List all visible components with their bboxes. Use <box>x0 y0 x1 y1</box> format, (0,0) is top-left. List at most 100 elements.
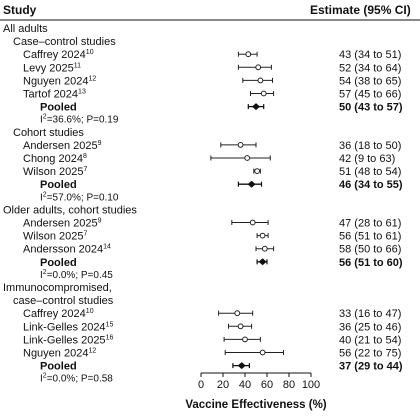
p-value-prefix: ; P= <box>75 270 93 281</box>
study-name: Nguyen 2024 <box>23 75 88 87</box>
i-squared-value: 57.0% <box>53 192 81 203</box>
estimate-text: 40 (21 to 54) <box>339 334 401 346</box>
i-squared-exponent: 2 <box>43 191 47 198</box>
study-label: Chong 20248 <box>23 153 87 165</box>
group-title: Older adults, cohort studies <box>3 204 137 216</box>
group-title-line2: case–control studies <box>13 295 114 307</box>
study-name: Andersen 2025 <box>23 140 98 152</box>
study-label: Caffrey 202410 <box>23 49 94 61</box>
point-estimate <box>249 219 256 226</box>
p-value-prefix: ; P= <box>81 192 99 203</box>
study-label: Wilson 20257 <box>23 166 88 178</box>
study-reference: 11 <box>74 62 81 69</box>
x-tick-label: 60 <box>261 379 273 391</box>
point-estimate <box>245 51 252 58</box>
study-label: Andersen 20259 <box>23 218 102 230</box>
p-value: 0.45 <box>93 270 113 281</box>
pooled-label: Pooled <box>40 179 77 191</box>
estimate-text: 33 (16 to 47) <box>339 308 401 320</box>
study-label: Andersen 20259 <box>23 140 102 152</box>
x-tick-label: 0 <box>198 379 204 391</box>
study-reference: 7 <box>84 231 88 238</box>
subgroup-title: Cohort studies <box>13 127 84 139</box>
point-estimate <box>261 245 268 252</box>
estimate-text: 56 (22 to 75) <box>339 348 401 360</box>
study-label: Link-Gelles 202516 <box>23 334 113 346</box>
group-title: Immunocompromised, <box>3 282 112 294</box>
i-squared-symbol: I <box>40 115 43 126</box>
i-squared-equals: = <box>47 192 53 203</box>
study-name: Andersen 2025 <box>23 218 98 230</box>
point-estimate <box>260 90 267 97</box>
subgroup-title: Case–control studies <box>13 36 116 48</box>
study-name: Wilson 2025 <box>23 166 84 178</box>
study-name: Nguyen 2024 <box>23 348 88 360</box>
estimate-text: 54 (38 to 65) <box>339 75 401 87</box>
i-squared-exponent: 2 <box>43 269 47 276</box>
study-label: Tartof 202413 <box>23 89 86 101</box>
heterogeneity-stat: I2=0.0%; P=0.45 <box>40 269 113 281</box>
study-name: Link-Gelles 2025 <box>23 334 106 346</box>
estimate-text: 58 (50 to 66) <box>339 244 401 256</box>
estimate-text: 52 (34 to 64) <box>339 62 401 74</box>
point-estimate <box>257 77 264 84</box>
pooled-diamond <box>252 103 260 111</box>
i-squared-value: 0.0% <box>53 270 76 281</box>
study-reference: 12 <box>88 75 96 82</box>
estimate-text: 47 (28 to 61) <box>339 218 401 230</box>
study-label: Nguyen 202412 <box>23 348 96 360</box>
estimate-text: 57 (45 to 66) <box>339 89 401 101</box>
x-axis: 0 20 40 60 80 100 <box>198 372 320 391</box>
pooled-diamond <box>237 362 246 370</box>
study-name: Caffrey 2024 <box>23 308 86 320</box>
study-column-header: Study <box>3 3 37 17</box>
pooled-label: Pooled <box>40 361 77 373</box>
point-estimate <box>242 336 248 343</box>
p-value: 0.58 <box>93 374 113 385</box>
pooled-estimate-text: 50 (43 to 57) <box>339 102 403 114</box>
study-name: Caffrey 2024 <box>23 49 86 61</box>
heterogeneity-stat: I2=36.6%; P=0.19 <box>40 114 119 126</box>
p-value-prefix: ; P= <box>81 115 99 126</box>
study-name: Wilson 2025 <box>23 231 84 243</box>
study-reference: 13 <box>78 89 86 96</box>
pooled-estimate-text: 46 (34 to 55) <box>339 179 403 191</box>
point-estimate <box>244 155 251 161</box>
estimate-text: 36 (25 to 46) <box>339 321 401 333</box>
study-name: Levy 2025 <box>23 62 74 74</box>
study-label: Wilson 20257 <box>23 231 88 243</box>
point-estimate <box>255 64 262 71</box>
i-squared-symbol: I <box>40 374 43 385</box>
i-squared-value: 36.6% <box>53 115 81 126</box>
study-label: Caffrey 202410 <box>23 308 94 320</box>
x-tick-label: 100 <box>302 379 320 391</box>
estimate-text: 42 (9 to 63) <box>339 153 395 165</box>
estimate-column-header: Estimate (95% CI) <box>310 3 411 17</box>
study-reference: 12 <box>88 348 96 355</box>
study-reference: 9 <box>98 140 102 147</box>
study-label: Levy 202511 <box>23 62 81 74</box>
i-squared-symbol: I <box>40 270 43 281</box>
x-tick-label: 40 <box>239 379 251 391</box>
point-estimate <box>234 310 241 317</box>
study-reference: 10 <box>86 49 94 56</box>
study-name: Andersson 2024 <box>23 244 103 256</box>
pooled-diamond <box>247 180 256 188</box>
x-tick-label: 80 <box>283 379 295 391</box>
study-label: Andersson 202414 <box>23 244 111 256</box>
study-reference: 7 <box>84 166 88 173</box>
p-value: 0.19 <box>99 115 119 126</box>
study-reference: 15 <box>106 321 114 328</box>
i-squared-value: 0.0% <box>53 374 76 385</box>
pooled-label: Pooled <box>40 257 77 269</box>
point-estimate <box>237 323 244 330</box>
heterogeneity-stat: I2=57.0%; P=0.10 <box>40 191 119 203</box>
pooled-estimate-text: 37 (29 to 44) <box>339 361 403 373</box>
study-name: Tartof 2024 <box>23 89 78 101</box>
study-name: Link-Gelles 2024 <box>23 321 106 333</box>
study-label: Nguyen 202412 <box>23 75 96 87</box>
pooled-estimate-text: 56 (51 to 60) <box>339 257 403 269</box>
pooled-label: Pooled <box>40 102 77 114</box>
